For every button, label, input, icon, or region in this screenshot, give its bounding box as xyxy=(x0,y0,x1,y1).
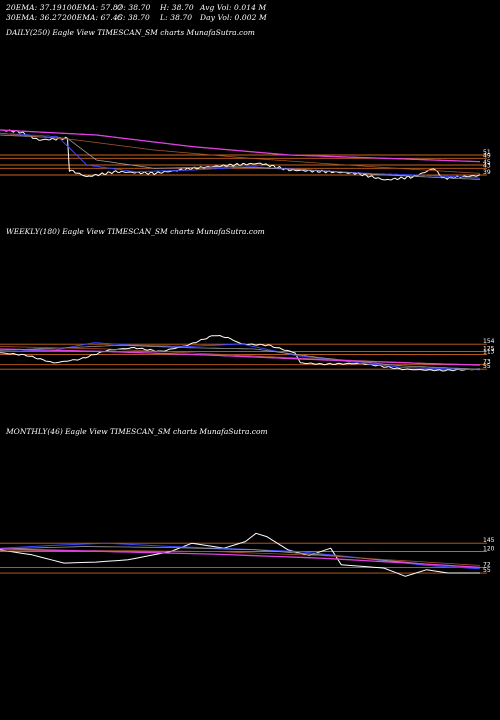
y-tick-label: 125 xyxy=(483,346,495,353)
ema20-stat: 20EMA: 37.19 xyxy=(6,3,62,12)
price-series-line xyxy=(0,129,481,181)
y-tick-label: 51 xyxy=(483,149,491,156)
y-tick-label: 72 xyxy=(483,561,491,568)
close-stat: C: 38.70 xyxy=(117,13,150,22)
daily-panel-title: DAILY(250) Eagle View TIMESCAN_SM charts… xyxy=(6,28,255,37)
y-tick-label: 43 xyxy=(483,162,491,169)
y-tick-label: 120 xyxy=(483,546,495,553)
ema20-series-line xyxy=(0,342,481,371)
ema30-series-line xyxy=(0,546,481,568)
open-stat: O: 38.70 xyxy=(117,3,151,12)
ema30-series-line xyxy=(0,134,481,180)
ema200-series-line xyxy=(0,348,481,366)
ema200-stat: 200EMA: 67.45 xyxy=(62,13,123,22)
y-tick-label: 55 xyxy=(483,363,491,370)
weekly-panel-title: WEEKLY(180) Eagle View TIMESCAN_SM chart… xyxy=(6,227,265,236)
low-stat: L: 38.70 xyxy=(160,13,193,22)
y-tick-label: 154 xyxy=(483,338,495,345)
ema100-series-line xyxy=(0,132,481,174)
monthly-panel-title: MONTHLY(46) Eagle View TIMESCAN_SM chart… xyxy=(6,427,268,436)
y-tick-label: 49 xyxy=(483,152,491,159)
price-series-line xyxy=(0,335,481,372)
avg-vol-stat: Avg Vol: 0.014 M xyxy=(200,3,267,12)
y-tick-label: 145 xyxy=(483,537,495,544)
y-tick-label: 39 xyxy=(483,169,491,176)
y-tick-label: 113 xyxy=(483,349,495,356)
ema200-series-line xyxy=(0,129,481,163)
ema100-stat: 100EMA: 57.87 xyxy=(62,3,123,12)
ema200-series-line xyxy=(0,548,481,569)
day-vol-stat: Day Vol: 0.002 M xyxy=(200,13,267,22)
ema30-series-line xyxy=(0,344,481,370)
y-tick-label: 55 xyxy=(483,567,491,574)
ema30-stat: 30EMA: 36.27 xyxy=(6,13,62,22)
y-tick-label: 45 xyxy=(483,159,491,166)
price-series-line xyxy=(0,532,480,577)
y-tick-label: 73 xyxy=(483,359,491,366)
high-stat: H: 38.70 xyxy=(160,3,194,12)
